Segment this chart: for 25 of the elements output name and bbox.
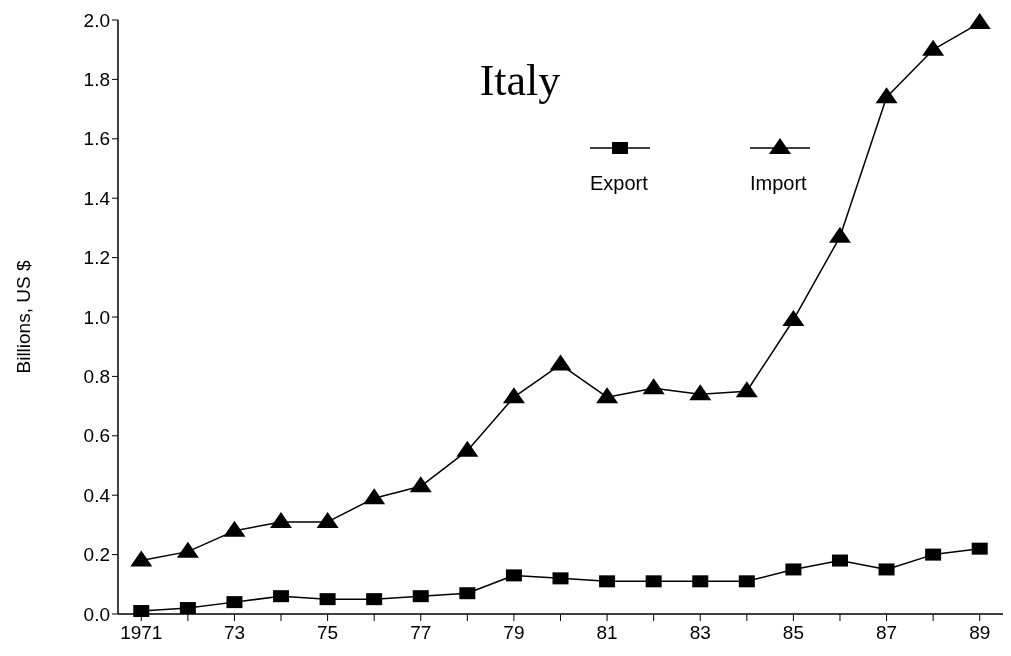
y-tick-label: 2.0 (83, 9, 110, 31)
x-tick-label: 89 (969, 622, 991, 643)
legend-label: Export (590, 172, 649, 194)
y-tick-label: 0.2 (83, 544, 110, 566)
x-tick-label: 77 (410, 622, 432, 643)
x-tick-label: 85 (782, 622, 804, 643)
x-tick-label: 83 (689, 622, 711, 643)
x-tick-label: 81 (596, 622, 618, 643)
y-axis-title: Billions, US $ (13, 260, 34, 374)
x-tick-label: 87 (875, 622, 898, 643)
x-tick-label: 75 (317, 622, 339, 643)
y-tick-label: 1.0 (83, 306, 110, 328)
y-tick-label: 0.8 (83, 366, 110, 388)
y-tick-label: 1.2 (83, 247, 110, 269)
text: Italy (479, 56, 561, 105)
y-tick-label: 0.4 (83, 484, 111, 506)
y-tick-label: 1.4 (83, 187, 111, 209)
x-tick-label: 1971 (120, 622, 163, 643)
x-tick-label: 79 (503, 622, 525, 643)
y-tick-label: 1.6 (83, 128, 110, 150)
y-tick-label: 0.0 (83, 603, 110, 625)
y-tick-label: 0.6 (83, 425, 110, 447)
legend-label: Import (750, 172, 808, 194)
y-tick-label: 1.8 (83, 69, 110, 91)
x-tick-label: 73 (223, 622, 246, 643)
